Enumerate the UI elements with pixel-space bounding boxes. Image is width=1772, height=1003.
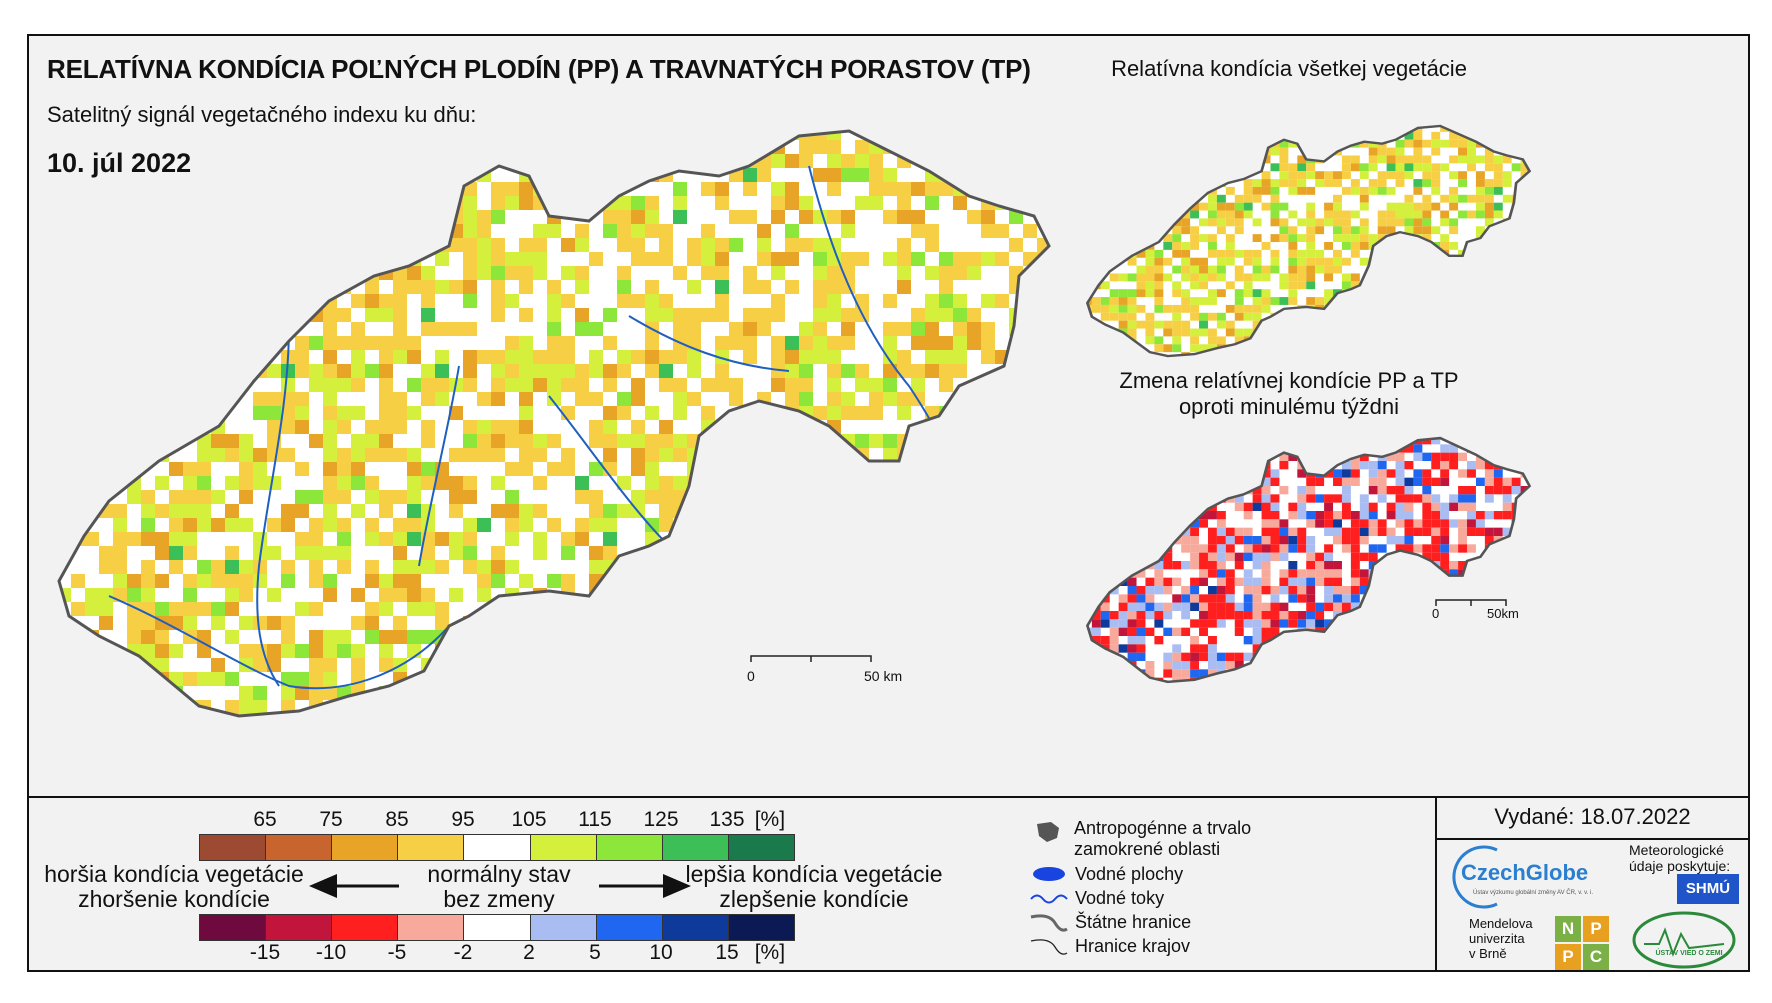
condTicks-label: 115 [578, 808, 612, 831]
uvz-text: ÚSTAV VIED O ZEMI [1655, 950, 1723, 957]
chgTicks-label: 5 [589, 941, 601, 964]
map-date: 10. júl 2022 [47, 148, 192, 178]
urban-area-icon [1037, 822, 1059, 842]
condTicks-label: 85 [385, 808, 409, 831]
chgBar-swatch [200, 915, 267, 940]
condition-colorbar [199, 834, 795, 861]
small-scale-bar [1435, 599, 1507, 606]
region-border-icon [1030, 939, 1068, 955]
condTicks-label: 135 [709, 808, 745, 831]
czechglobe-sub: Ústav výzkumu globální změny AV ČR, v. v… [1473, 890, 1594, 896]
state-border-icon [1030, 914, 1068, 932]
chgTicks-label: 2 [523, 941, 535, 964]
condTicks-label: 95 [451, 808, 475, 831]
chgBar-swatch [266, 915, 333, 940]
left-arrow-icon [309, 874, 399, 898]
river-icon [1030, 894, 1068, 904]
condBar-swatch [530, 835, 597, 860]
chgBar-swatch [596, 915, 663, 940]
symbol-label-state: Štátne hranice [1075, 911, 1192, 932]
condBar-swatch [398, 835, 465, 860]
chgTicks-label: -15 [249, 941, 281, 964]
condition-ticks: 65 75 85 95 105 115 125 135 [%] [199, 808, 819, 832]
symbol-label-river: Vodné toky [1075, 887, 1165, 908]
chgTicks-label: [%] [754, 941, 786, 964]
chgTicks-label: 10 [649, 941, 673, 964]
legend-divider [29, 796, 1748, 798]
chgBar-swatch [464, 915, 531, 940]
map-subtitle: Satelitný signál vegetačného indexu ku d… [47, 102, 477, 127]
npc-letter-2: P [1583, 916, 1609, 942]
change-colorbar [199, 914, 795, 941]
npc-letter-1: N [1555, 916, 1581, 942]
meteo-text: Meteorologické údaje poskytuje: [1629, 842, 1731, 874]
condBar-swatch [200, 835, 267, 860]
mendel-line-2: univerzita [1469, 931, 1525, 946]
side-map-bottom [1086, 436, 1531, 684]
change-ticks: -15 -10 -5 -2 2 5 10 15 [%] [199, 941, 819, 965]
condTicks-label: 65 [253, 808, 277, 831]
chgBar-swatch [662, 915, 729, 940]
condBar-swatch [464, 835, 531, 860]
small-scale-label: 50km [1487, 606, 1519, 621]
side-map-bottom-title-2: oproti minulému týždni [1178, 394, 1400, 419]
worse-text-2: zhoršenie kondície [78, 886, 270, 912]
right-arrow-icon [599, 874, 691, 898]
chgBar-swatch [728, 915, 794, 940]
map-frame: RELATÍVNA KONDÍCIA POĽNÝCH PLODÍN (PP) A… [27, 34, 1750, 972]
symbol-label-region: Hranice krajov [1075, 935, 1191, 956]
better-text-2: zlepšenie kondície [719, 886, 909, 912]
side-map-top [1086, 124, 1531, 358]
map-title: RELATÍVNA KONDÍCIA POĽNÝCH PLODÍN (PP) A… [47, 54, 1031, 84]
chgBar-swatch [530, 915, 597, 940]
chgTicks-label: -5 [387, 941, 407, 964]
uvz-logo: ÚSTAV VIED O ZEMI [1629, 910, 1739, 970]
chgBar-swatch [398, 915, 465, 940]
condTicks-label: 105 [511, 808, 547, 831]
condTicks-label: [%] [754, 808, 786, 831]
condBar-swatch [662, 835, 729, 860]
mendel-line-3: v Brně [1469, 946, 1507, 961]
small-scale-zero: 0 [1432, 606, 1440, 621]
czechglobe-name: CzechGlobe [1461, 860, 1589, 885]
mendel-line-1: Mendelova [1469, 916, 1533, 931]
better-text-1: lepšia kondícia vegetácie [685, 861, 943, 887]
condTicks-label: 75 [319, 808, 343, 831]
normal-text-2: bez zmeny [443, 886, 555, 912]
condBar-swatch [728, 835, 794, 860]
side-map-top-title: Relatívna kondícia všetkej vegetácie [1111, 56, 1467, 81]
worse-text-1: horšia kondícia vegetácie [44, 861, 304, 887]
czechglobe-logo: CzechGlobe Ústav výzkumu globální změny … [1447, 842, 1617, 912]
main-scale-zero: 0 [747, 668, 755, 684]
chgTicks-label: -10 [315, 941, 347, 964]
chgTicks-label: 15 [715, 941, 739, 964]
main-scale-bar [750, 655, 872, 662]
npc-letter-4: C [1583, 944, 1609, 970]
main-map [57, 129, 1051, 718]
chgBar-swatch [332, 915, 399, 940]
condTicks-label: 125 [643, 808, 679, 831]
mendel-logo: Mendelova univerzita v Brně [1469, 916, 1549, 961]
condBar-swatch [332, 835, 399, 860]
npc-letter-3: P [1555, 944, 1581, 970]
footer-divider-h [1435, 838, 1748, 840]
water-body-icon [1033, 867, 1065, 881]
chgTicks-label: -2 [453, 941, 473, 964]
npc-logo: N P P C [1555, 916, 1609, 970]
shmu-logo: SHMÚ [1677, 874, 1739, 904]
main-scale-label: 50 km [864, 668, 903, 684]
issued-date: Vydané: 18.07.2022 [1494, 804, 1691, 829]
footer-divider-v [1435, 796, 1437, 972]
normal-text-1: normálny stav [427, 861, 571, 887]
legend-arrows [309, 874, 691, 898]
symbol-label-water: Vodné plochy [1075, 863, 1184, 884]
symbol-label-urban: Antropogénne a trvalo zamokrené oblasti [1074, 818, 1252, 859]
condBar-swatch [596, 835, 663, 860]
condBar-swatch [266, 835, 333, 860]
side-map-bottom-title-1: Zmena relatívnej kondície PP a TP [1119, 368, 1459, 393]
symbol-legend: Antropogénne a trvalo zamokrené oblasti … [1029, 818, 1269, 958]
